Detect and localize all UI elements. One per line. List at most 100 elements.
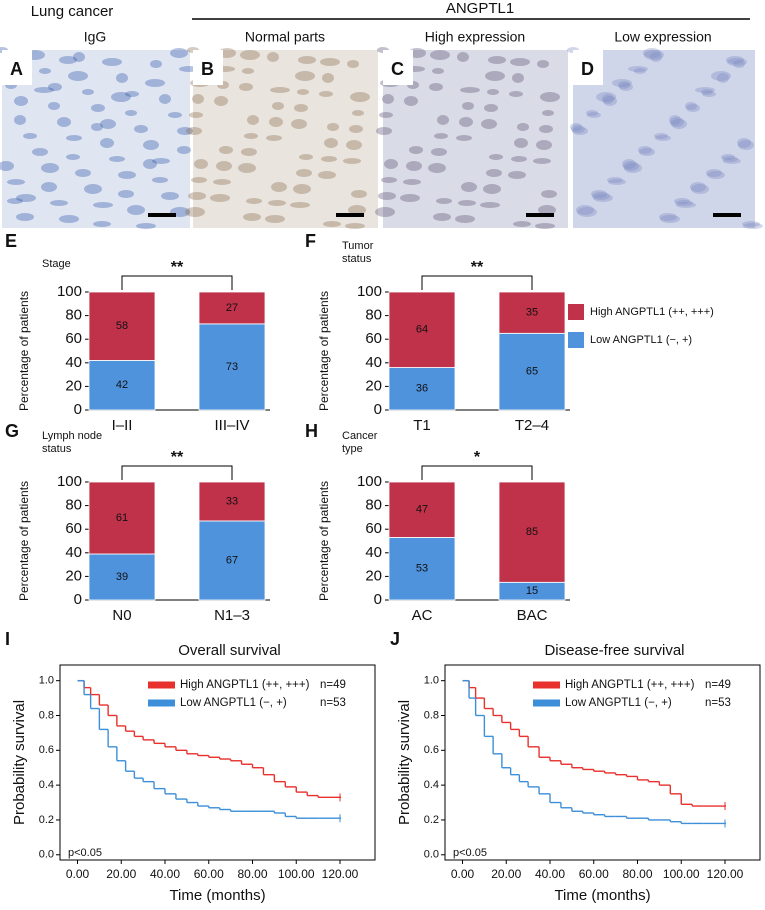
- tissue-texture: [596, 92, 616, 102]
- y-tick-label: 40: [365, 544, 382, 561]
- y-tick-label: 60: [65, 330, 82, 347]
- tissue-texture: [738, 140, 754, 150]
- tissue-texture: [82, 89, 94, 95]
- tissue-texture: [488, 56, 506, 64]
- tissue-texture: [623, 161, 639, 171]
- panel-letter: I: [5, 629, 10, 649]
- x-tick-label: III–IV: [214, 417, 249, 434]
- tissue-texture: [406, 161, 422, 171]
- tissue-texture: [320, 58, 340, 66]
- tissue-texture: [84, 184, 102, 194]
- tissue-texture: [514, 138, 528, 148]
- micrograph: [573, 50, 755, 228]
- tissue-texture: [216, 161, 232, 171]
- y-tick-label: 0.4: [424, 779, 439, 791]
- x-tick-label: 60.00: [579, 867, 609, 881]
- micrograph: [2, 50, 190, 228]
- tissue-texture: [270, 87, 290, 93]
- tissue-texture: [295, 71, 315, 81]
- tissue-texture: [379, 112, 393, 118]
- y-tick-label: 100: [57, 283, 82, 300]
- x-tick-label: BAC: [517, 607, 548, 624]
- x-tick-label: 100.00: [278, 867, 315, 881]
- tissue-texture: [293, 184, 311, 194]
- tissue-texture: [244, 133, 258, 139]
- tissue-texture: [409, 146, 423, 154]
- tissue-texture: [654, 133, 668, 139]
- micrograph: [193, 50, 378, 228]
- tissue-texture: [382, 94, 394, 104]
- tissue-texture: [429, 83, 443, 91]
- y-tick-label: 80: [65, 497, 82, 514]
- panel-letter: C: [391, 59, 404, 79]
- tissue-texture: [628, 66, 648, 72]
- tissue-texture: [733, 60, 745, 68]
- tissue-texture: [152, 177, 168, 183]
- y-tick-label: 0.0: [39, 849, 54, 861]
- tissue-texture: [150, 60, 162, 68]
- tissue-texture: [118, 171, 136, 179]
- y-tick-label: 40: [65, 354, 82, 371]
- x-tick-label: 40.00: [535, 867, 565, 881]
- tissue-texture: [297, 89, 309, 95]
- tissue-texture: [298, 56, 316, 64]
- y-tick-label: 0.6: [39, 744, 54, 756]
- tissue-texture: [318, 171, 336, 179]
- tissue-texture: [327, 123, 339, 131]
- tissue-texture: [143, 140, 159, 150]
- significance-bracket: [121, 465, 233, 480]
- value-label: 36: [416, 383, 428, 395]
- tissue-texture: [91, 123, 103, 131]
- y-tick-label: 40: [365, 354, 382, 371]
- x-tick-label: 0.00: [66, 867, 90, 881]
- tissue-texture: [351, 190, 367, 198]
- tissue-texture: [66, 154, 80, 160]
- value-label: 47: [416, 504, 428, 516]
- tissue-texture: [239, 83, 253, 91]
- bar-segment: [198, 323, 266, 411]
- tissue-texture: [345, 223, 365, 229]
- value-label: 64: [416, 324, 428, 336]
- tissue-texture: [352, 110, 364, 116]
- tissue-texture: [572, 127, 588, 135]
- tissue-texture: [539, 125, 553, 133]
- tissue-texture: [717, 73, 729, 83]
- tissue-texture: [125, 110, 137, 116]
- annotation: p<0.05: [453, 847, 487, 859]
- y-tick-label: 1.0: [424, 675, 439, 687]
- tissue-texture: [73, 52, 85, 62]
- tissue-texture: [347, 60, 359, 68]
- legend-n: n=53: [705, 697, 731, 709]
- tissue-texture: [93, 202, 113, 208]
- x-tick-label: 80.00: [622, 867, 652, 881]
- bar-segment: [388, 291, 456, 368]
- tissue-texture: [612, 79, 632, 87]
- scale-bar: [526, 213, 554, 217]
- legend-label: Low ANGPTL1 (−, +): [565, 697, 672, 709]
- x-tick-label: I–II: [112, 417, 133, 434]
- tissue-texture: [695, 87, 715, 93]
- tissue-texture: [586, 110, 598, 116]
- y-tick-label: 20: [65, 377, 82, 394]
- tissue-texture: [134, 125, 148, 133]
- tissue-texture: [267, 52, 279, 62]
- legend-label: High ANGPTL1 (++, +++): [565, 679, 695, 691]
- y-tick-label: 100: [57, 473, 82, 490]
- tissue-texture: [706, 169, 722, 177]
- tissue-texture: [213, 179, 231, 185]
- y-tick-label: 0: [374, 591, 382, 608]
- tissue-texture: [660, 215, 680, 223]
- x-tick-label: N1–3: [214, 607, 250, 624]
- x-tick-label: 80.00: [237, 867, 267, 881]
- x-tick-label: 60.00: [194, 867, 224, 881]
- tissue-texture: [189, 112, 203, 118]
- tissue-texture: [34, 87, 54, 93]
- significance-bracket: [121, 275, 233, 290]
- tissue-texture: [517, 123, 529, 131]
- tissue-texture: [68, 71, 88, 81]
- tissue-texture: [192, 94, 204, 104]
- tissue-texture: [538, 205, 556, 215]
- tissue-texture: [168, 112, 182, 118]
- tissue-texture: [622, 159, 636, 169]
